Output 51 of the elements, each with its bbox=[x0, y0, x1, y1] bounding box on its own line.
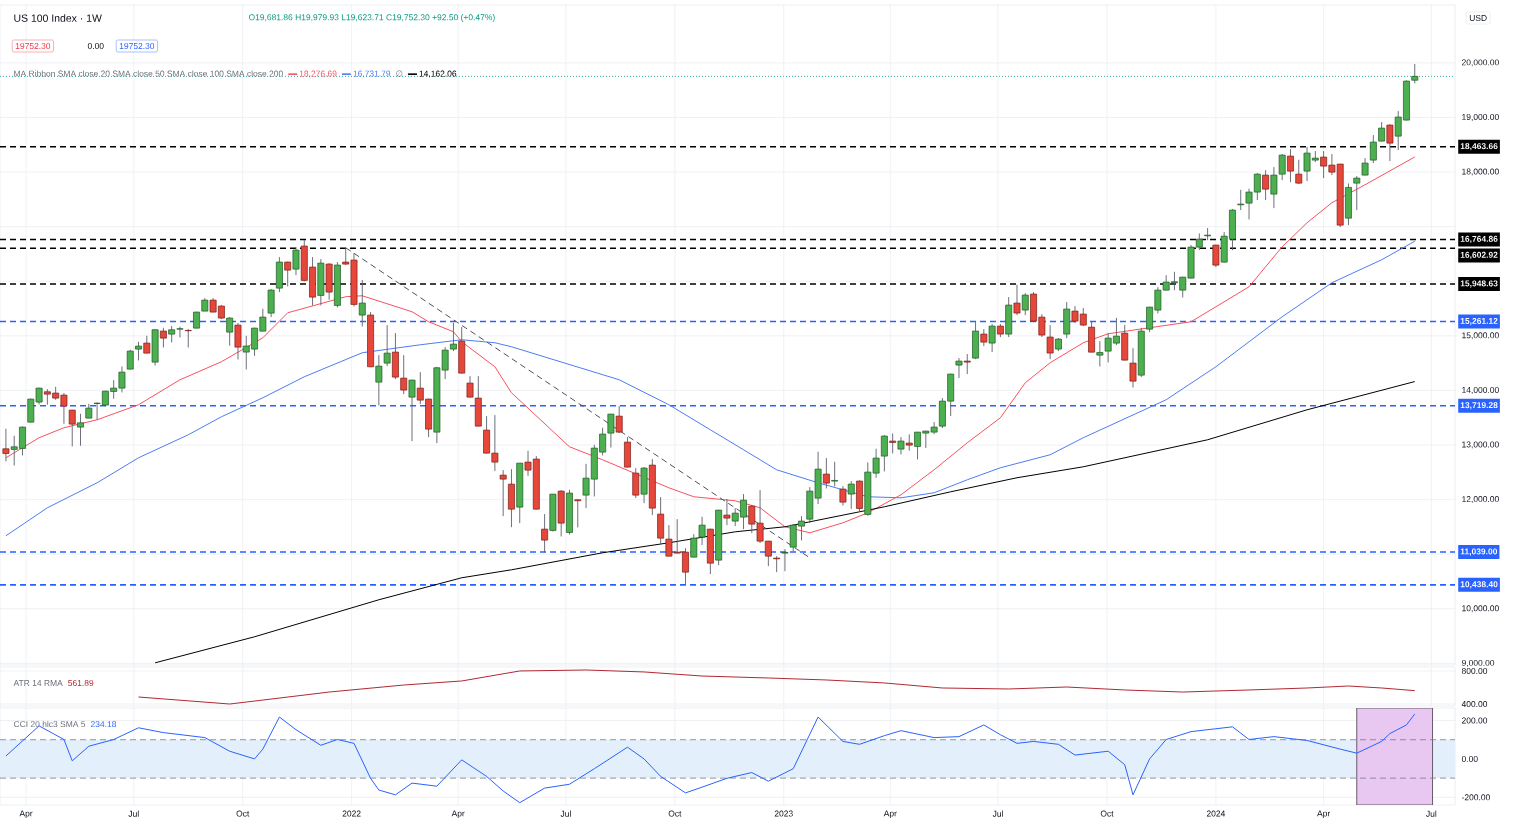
legend-label: 18,276.69 bbox=[299, 70, 337, 78]
text: ATR 14 RMA bbox=[13, 680, 63, 686]
annotation: ∅ bbox=[396, 70, 403, 77]
annotation: 19752.30 bbox=[15, 43, 51, 49]
x-tick-label: Jul bbox=[992, 810, 1003, 817]
y-tick-label: 10,000.00 bbox=[1462, 605, 1499, 613]
y-tick-label: 18,000.00 bbox=[1462, 168, 1499, 176]
y-tick-label: 400.00 bbox=[1461, 701, 1488, 708]
y-tick-label: 19,000.00 bbox=[1462, 113, 1499, 121]
ref-line-label: 13,719.28 bbox=[1460, 402, 1498, 410]
y-tick-label: -200.00 bbox=[1461, 794, 1490, 801]
ref-line-label: 16,764.86 bbox=[1460, 235, 1498, 244]
ref-line-label: 15,261.12 bbox=[1460, 317, 1498, 326]
y-tick-label: 0.00 bbox=[1461, 755, 1478, 762]
series-label: 234.18 bbox=[90, 721, 117, 728]
annotation: 19752.30 bbox=[119, 43, 155, 49]
ref-line-label: 10,438.40 bbox=[1460, 581, 1498, 589]
x-tick-label: Apr bbox=[1317, 810, 1331, 819]
y-tick-label: 12,000.00 bbox=[1462, 496, 1499, 504]
x-tick-label: Jul bbox=[560, 810, 571, 817]
ref-line-label: 18,463.66 bbox=[1460, 143, 1498, 151]
x-tick-label: Jul bbox=[128, 810, 139, 817]
x-tick-label: Apr bbox=[19, 810, 33, 819]
ref-line-label: 16,602.92 bbox=[1460, 251, 1498, 260]
y-tick-label: 9,000.00 bbox=[1461, 659, 1495, 667]
annotation: O19,681.86 H19,979.93 L19,623.71 C19,752.30 +92.50 (+0.47%) bbox=[248, 14, 495, 22]
legend-label: 16,731.79 bbox=[353, 70, 391, 78]
x-tick-label: 2024 bbox=[1206, 810, 1226, 817]
y-tick-label: 15,000.00 bbox=[1462, 332, 1499, 340]
y-tick-label: 20,000.00 bbox=[1461, 59, 1499, 67]
ref-line-label: 11,039.00 bbox=[1460, 548, 1498, 556]
x-tick-label: Apr bbox=[451, 810, 465, 819]
x-tick-label: Oct bbox=[1100, 810, 1114, 817]
x-tick-label: Oct bbox=[236, 810, 250, 817]
x-tick-label: 2023 bbox=[774, 810, 793, 817]
y-tick-label: 14,000.00 bbox=[1462, 386, 1499, 394]
y-tick-label: 13,000.00 bbox=[1462, 441, 1499, 449]
x-tick-label: Apr bbox=[883, 810, 897, 819]
annotation: 0.00 bbox=[87, 43, 104, 49]
text: USD bbox=[1469, 15, 1487, 21]
text: CCI 20 hlc3 SMA 5 bbox=[13, 720, 86, 728]
x-tick-label: Oct bbox=[668, 810, 682, 817]
x-tick-label: Jul bbox=[1426, 810, 1437, 817]
legend-label: 14,162.06 bbox=[419, 70, 457, 78]
y-tick-label: 200.00 bbox=[1461, 717, 1488, 724]
y-tick-label: 800.00 bbox=[1461, 667, 1488, 674]
x-tick-label: 2022 bbox=[342, 810, 361, 817]
text: US 100 Index · 1W bbox=[14, 14, 102, 22]
text: 561.89 bbox=[68, 680, 94, 686]
text: MA Ribbon SMA close 20 SMA close 50 SMA close 100 SMA close 200 bbox=[14, 70, 283, 77]
ref-line-label: 15,948.63 bbox=[1460, 280, 1498, 288]
